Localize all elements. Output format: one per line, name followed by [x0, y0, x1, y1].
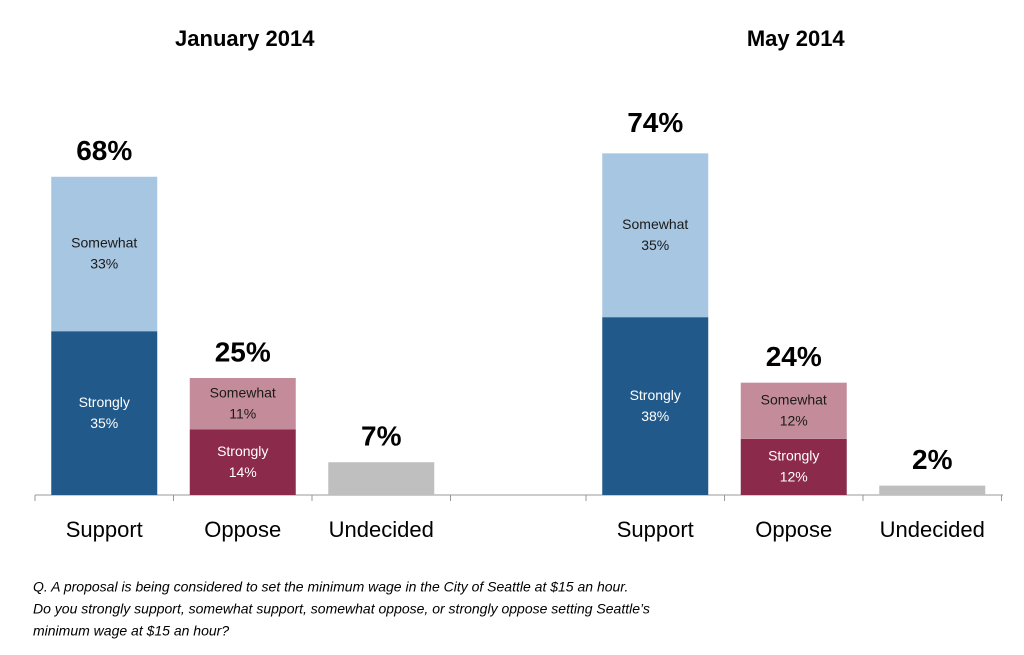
x-tick-label: Oppose: [204, 517, 281, 542]
segment-value: 33%: [90, 256, 118, 272]
segment-value: 35%: [641, 237, 669, 253]
segment-value: 38%: [641, 408, 669, 424]
segment-name: Strongly: [79, 394, 130, 410]
segment-value: 12%: [780, 412, 808, 428]
x-tick-label: Oppose: [755, 517, 832, 542]
segment-value: 35%: [90, 415, 118, 431]
total-label: 74%: [627, 107, 683, 138]
total-label: 2%: [912, 444, 953, 475]
total-label: 7%: [361, 421, 402, 452]
x-tick-label: Support: [66, 517, 143, 542]
total-label: 24%: [766, 341, 822, 372]
bar-segment: [602, 317, 709, 495]
note-line: minimum wage at $15 an hour?: [33, 623, 229, 639]
segment-name: Somewhat: [71, 235, 137, 251]
total-label: 25%: [215, 336, 271, 367]
bar-segment: [602, 153, 709, 318]
bar-segment: [51, 176, 158, 332]
bar-segment: [740, 382, 847, 439]
chart-title: January 2014: [175, 26, 315, 51]
note-line: Do you strongly support, somewhat suppor…: [33, 601, 650, 617]
segment-value: 11%: [229, 405, 256, 421]
segment-name: Strongly: [768, 448, 819, 464]
x-tick-label: Undecided: [329, 517, 434, 542]
bar-segment: [879, 485, 986, 495]
segment-name: Strongly: [217, 443, 268, 459]
segment-value: 12%: [780, 469, 808, 485]
bar-segment: [189, 429, 296, 495]
segment-name: Somewhat: [761, 391, 827, 407]
note-line: Q. A proposal is being considered to set…: [33, 579, 628, 595]
segment-name: Somewhat: [210, 384, 276, 400]
segment-value: 14%: [229, 464, 257, 480]
total-label: 68%: [76, 135, 132, 166]
segment-name: Strongly: [630, 387, 681, 403]
x-tick-label: Undecided: [880, 517, 985, 542]
chart-title: May 2014: [747, 26, 846, 51]
bar-segment: [189, 378, 296, 430]
x-tick-label: Support: [617, 517, 694, 542]
bar-segment: [740, 438, 847, 495]
bar-segment: [328, 462, 435, 495]
bar-segment: [51, 331, 158, 495]
segment-name: Somewhat: [622, 216, 688, 232]
